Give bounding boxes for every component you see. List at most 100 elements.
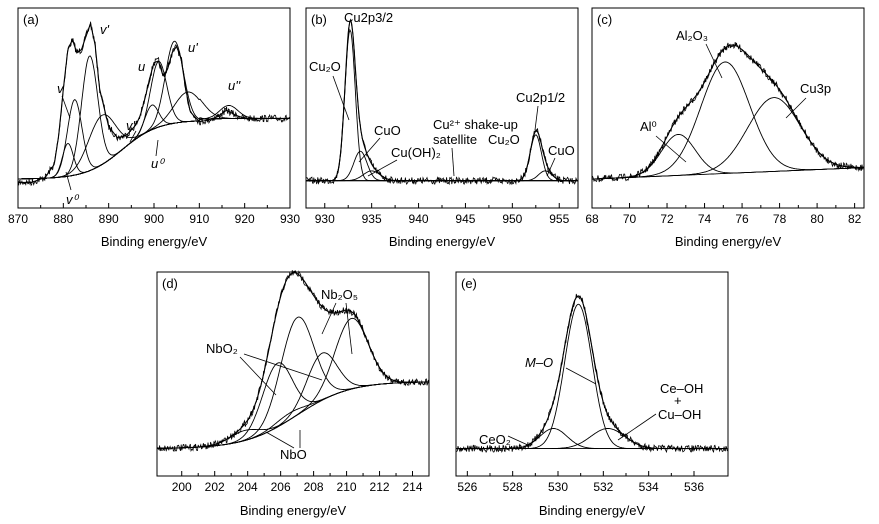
panel-d-xtick-label: 206 (271, 480, 291, 494)
annot-u-dprime: u'' (228, 78, 241, 93)
panel-a-xtick-label: 900 (144, 212, 164, 226)
panel-a-xtick-label: 930 (280, 212, 300, 226)
annot-v: v (57, 81, 65, 96)
panel-c-label: (c) (597, 12, 612, 27)
panel-c-envelope (592, 44, 864, 180)
annot-cu3p: Cu3p (800, 81, 831, 96)
annot-ceoh: Ce–OH (660, 381, 703, 396)
annot-nbo2: NbO₂ (206, 341, 238, 356)
panel-d-xtick-label: 204 (238, 480, 258, 494)
panel-b-xlabel: Binding energy/eV (389, 234, 496, 249)
panel-a-frame (17, 7, 291, 209)
panel-b-label: (b) (311, 12, 327, 27)
annot-cuoh: Cu–OH (658, 407, 701, 422)
panel-a-envelope (18, 21, 290, 183)
annot-cuo-right: CuO (548, 143, 575, 158)
panel-d-xtick-label: 212 (370, 480, 390, 494)
annot-cuo-left: CuO (374, 123, 401, 138)
annot-al0: Al⁰ (640, 119, 657, 134)
panel-c-xtick-label: 70 (623, 212, 637, 226)
panel-d-component-nbo2-3d3-2 (157, 352, 429, 449)
panel-a-xtick-label: 870 (8, 212, 28, 226)
panel-b-frame (305, 7, 579, 209)
panel-d-component-nb2o5-3d5-2 (157, 316, 429, 449)
panel-d-xlabel: Binding energy/eV (240, 503, 347, 518)
panel-b-xtick-label: 930 (315, 212, 335, 226)
annot-u0: u⁰ (151, 156, 165, 171)
annot-mo: M–O (525, 355, 553, 370)
panel-e-xtick-label: 534 (639, 480, 659, 494)
panel-e-frame (455, 271, 729, 477)
panel-d-envelope (157, 272, 429, 449)
panel-b-xtick-label: 940 (409, 212, 429, 226)
panel-c-frame (591, 7, 865, 209)
panel-c-component-al2o3 (591, 61, 864, 180)
panel-a: (a) 870 880 890 900 910 920 930 Binding energy… (8, 7, 300, 249)
panel-d-component-nbo2-3d5-2 (157, 362, 429, 449)
annot-shakeup: Cu²⁺ shake-up (433, 117, 518, 132)
annot-v-dprime: v'' (126, 118, 138, 133)
panel-c-xtick-label: 68 (585, 212, 599, 226)
panel-c-xlabel: Binding energy/eV (675, 234, 782, 249)
panel-d-background (157, 381, 429, 449)
panel-d-component-nbo-3d5-2 (157, 381, 429, 449)
panel-a-xlabel: Binding energy/eV (101, 234, 208, 249)
annot-u: u (138, 59, 145, 74)
panel-e-raw-spectrum (456, 293, 728, 454)
panel-a-xtick-label: 920 (235, 212, 255, 226)
panel-b: (b) 930 935 940 945 950 955 Binding energy/eV… (305, 7, 579, 249)
annot-plus: + (674, 393, 682, 408)
annot-v0: v⁰ (66, 192, 80, 207)
annot-nbo: NbO (280, 447, 307, 462)
panel-c-xtick-label: 74 (698, 212, 712, 226)
panel-c-xtick-label: 72 (660, 212, 674, 226)
panel-b-xtick-label: 955 (549, 212, 569, 226)
panel-c-background (591, 167, 864, 180)
annot-cu2p12: Cu2p1/2 (516, 90, 565, 105)
panel-c-raw-spectrum (591, 42, 864, 183)
panel-e-xtick-label: 536 (684, 480, 704, 494)
panel-c-xtick-label: 80 (810, 212, 824, 226)
panel-d-xtick-label: 208 (304, 480, 324, 494)
panel-d-xtick-label: 214 (402, 480, 422, 494)
panel-b-envelope (306, 19, 578, 182)
panel-a-label: (a) (23, 12, 39, 27)
annot-cu2p32: Cu2p3/2 (344, 10, 393, 25)
panel-b-xtick-label: 945 (455, 212, 475, 226)
annot-ceo2: CeO₂ (479, 432, 511, 447)
annot-cu2o-right: Cu₂O (488, 132, 520, 147)
panel-e-xtick-label: 526 (457, 480, 477, 494)
panel-c-component-cu3p (591, 97, 864, 180)
panel-d: (d) 200 202 204 206 208 210 212 214 Binding ene… (156, 270, 430, 518)
panel-e: (e) 526 528 530 532 534 536 Binding energy/eV… (455, 271, 729, 518)
annot-satellite: satellite (433, 132, 477, 147)
panel-e-label: (e) (461, 276, 477, 291)
panel-b-xtick-label: 950 (502, 212, 522, 226)
panel-d-frame (156, 271, 430, 477)
annot-u-prime: u' (188, 40, 198, 55)
panel-c-xtick-label: 76 (735, 212, 749, 226)
panel-d-label: (d) (162, 276, 178, 291)
panel-d-raw-spectrum (156, 270, 430, 452)
panel-e-component-m-o (456, 303, 727, 450)
panel-c-xtick-label: 78 (773, 212, 787, 226)
panel-b-xtick-label: 935 (362, 212, 382, 226)
panel-d-component-nbo-3d3-2 (157, 381, 429, 449)
panel-c-xtick-label: 82 (848, 212, 862, 226)
panel-a-xtick-label: 910 (189, 212, 209, 226)
panel-d-xtick-label: 202 (205, 480, 225, 494)
panel-d-xtick-label: 200 (172, 480, 192, 494)
panel-a-xtick-label: 880 (53, 212, 73, 226)
panel-e-xtick-label: 532 (593, 480, 613, 494)
annot-cu2o-left: Cu₂O (309, 59, 341, 74)
panel-e-xlabel: Binding energy/eV (539, 503, 646, 518)
panel-a-xtick-label: 890 (99, 212, 119, 226)
annot-cuoh2: Cu(OH)₂ (391, 145, 441, 160)
annot-al2o3: Al₂O₃ (676, 28, 708, 43)
annot-nb2o5: Nb₂O₅ (321, 287, 358, 302)
annot-v-prime: v' (100, 22, 110, 37)
panel-c: (c) 68 70 72 74 76 78 80 82 Binding energy/eV A… (585, 7, 865, 249)
panel-d-xtick-label: 210 (337, 480, 357, 494)
panel-e-xtick-label: 530 (548, 480, 568, 494)
